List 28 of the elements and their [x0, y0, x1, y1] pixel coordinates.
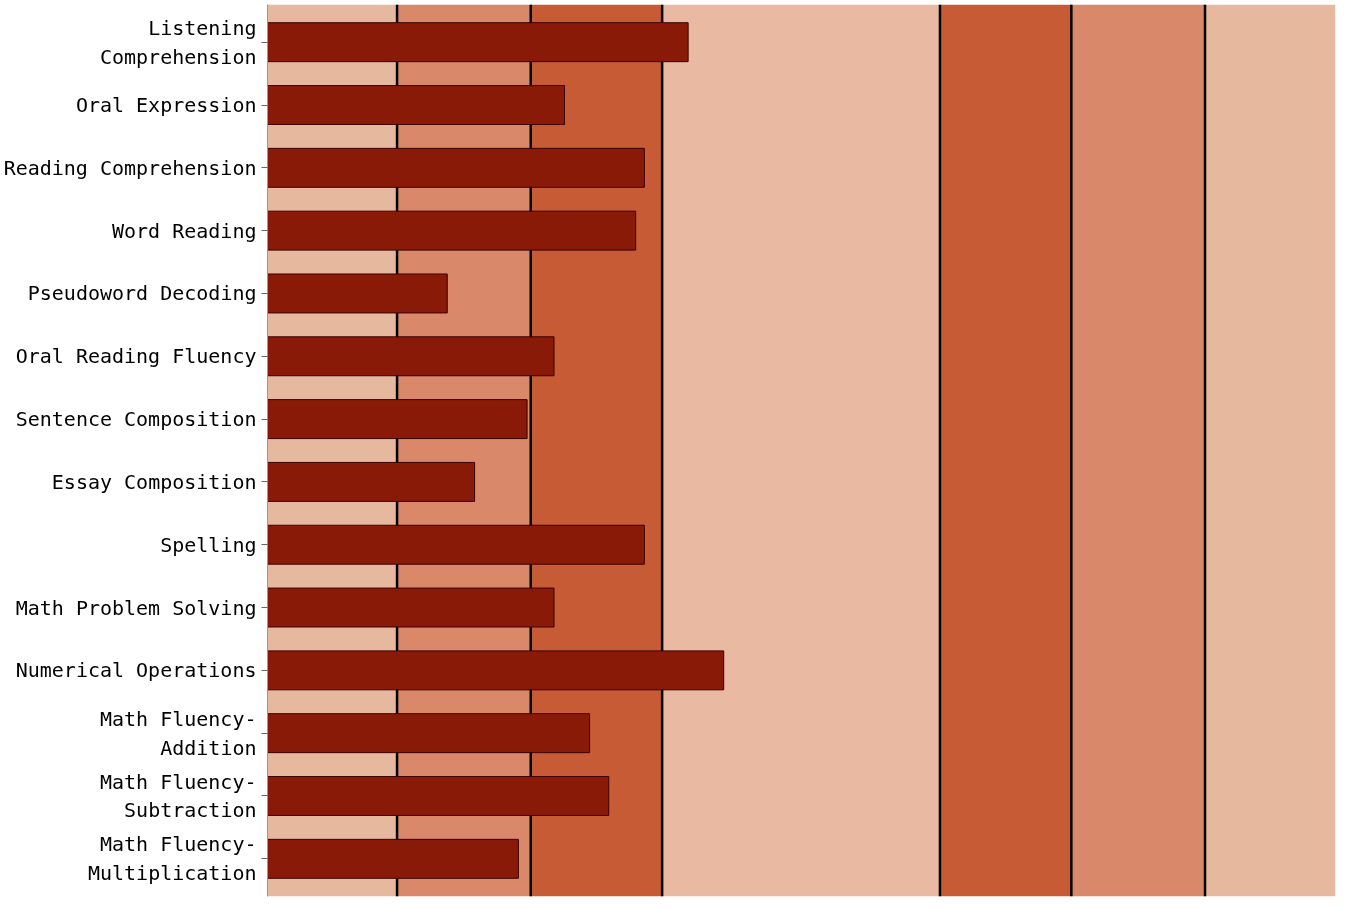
y-tick-label: Oral Expression	[75, 93, 257, 118]
bar	[267, 776, 610, 816]
bar	[267, 399, 528, 440]
bar	[267, 22, 689, 63]
y-tick-label: Math Fluency- Subtraction	[99, 769, 257, 823]
bar	[267, 336, 555, 377]
bar	[267, 650, 725, 691]
y-tick-label: Reading Comprehension	[3, 155, 257, 180]
bar	[267, 713, 591, 754]
bar	[267, 210, 637, 251]
bar	[267, 147, 645, 188]
y-tick-label: Numerical Operations	[15, 658, 257, 683]
y-tick-label: Math Fluency- Addition	[99, 706, 257, 760]
y-tick-label: Sentence Composition	[15, 407, 257, 432]
y-tick-label: Math Fluency- Multiplication	[87, 832, 257, 886]
y-tick-label: Spelling	[160, 532, 257, 557]
y-tick-label: Oral Reading Fluency	[15, 344, 257, 369]
bar	[267, 85, 565, 125]
bar	[267, 838, 519, 879]
y-tick-label: Word Reading	[112, 218, 257, 243]
bar	[267, 461, 476, 502]
bar	[267, 587, 555, 628]
bar	[267, 273, 448, 314]
y-tick-label: Essay Composition	[51, 469, 257, 494]
y-tick-label: Math Problem Solving	[15, 595, 257, 620]
y-tick-label: Listening Comprehension	[99, 15, 257, 69]
bar	[267, 524, 645, 565]
y-tick-label: Pseudoword Decoding	[27, 281, 257, 306]
